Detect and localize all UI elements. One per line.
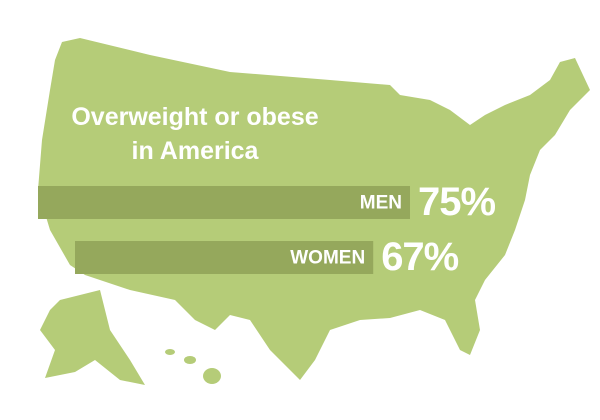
bar: [38, 186, 410, 219]
alaska: [40, 290, 145, 385]
value-label: 75%: [418, 180, 495, 224]
hawaii: [203, 368, 221, 384]
hawaii: [184, 356, 196, 364]
category-label: MEN: [360, 193, 402, 214]
value-label: 67%: [381, 235, 458, 279]
bar: [75, 241, 374, 274]
category-label: WOMEN: [290, 248, 365, 269]
chart-title: Overweight or obese in America: [71, 103, 319, 165]
hawaii: [165, 349, 175, 355]
